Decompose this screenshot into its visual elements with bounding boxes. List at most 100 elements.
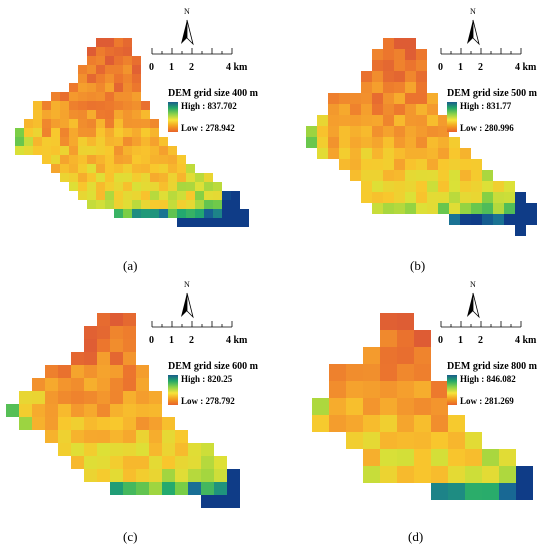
raster-cell	[471, 170, 482, 181]
raster-cell	[132, 74, 141, 83]
raster-cell	[110, 326, 123, 339]
raster-cell	[105, 164, 114, 173]
raster-cell	[60, 164, 69, 173]
raster-cell	[15, 137, 24, 146]
raster-cell	[416, 49, 427, 60]
raster-cell	[71, 443, 84, 456]
caption-d: (d)	[408, 529, 424, 544]
dem-raster	[6, 313, 240, 508]
raster-cell	[69, 155, 78, 164]
raster-cell	[372, 104, 383, 115]
raster-cell	[482, 214, 493, 225]
raster-cell	[136, 430, 149, 443]
raster-cell	[141, 164, 150, 173]
raster-cell	[132, 101, 141, 110]
raster-cell	[114, 47, 123, 56]
raster-cell	[383, 49, 394, 60]
raster-cell	[213, 200, 222, 209]
raster-cell	[162, 430, 175, 443]
raster-cell	[438, 137, 449, 148]
raster-cell	[96, 47, 105, 56]
raster-cell	[78, 137, 87, 146]
legend: DEM grid size 800 m High : 846.082 Low : 2…	[447, 361, 538, 406]
raster-cell	[51, 164, 60, 173]
raster-cell	[110, 469, 123, 482]
raster-cell	[105, 74, 114, 83]
raster-cell	[394, 49, 405, 60]
raster-cell	[110, 482, 123, 495]
raster-cell	[186, 164, 195, 173]
north-label: N	[470, 7, 476, 16]
raster-cell	[383, 38, 394, 49]
raster-cell	[449, 203, 460, 214]
raster-cell	[195, 218, 204, 227]
raster-cell	[227, 495, 240, 508]
raster-cell	[105, 155, 114, 164]
raster-cell	[499, 449, 516, 466]
raster-cell	[493, 214, 504, 225]
raster-cell	[136, 482, 149, 495]
raster-cell	[213, 182, 222, 191]
raster-cell	[397, 330, 414, 347]
raster-cell	[96, 164, 105, 173]
raster-cell	[431, 432, 448, 449]
raster-cell	[33, 101, 42, 110]
raster-cell	[414, 449, 431, 466]
panel-c: N 0 1 2 4 km DEM grid size 600 m High : 820.25…	[0, 273, 275, 546]
raster-cell	[405, 38, 416, 49]
raster-cell	[84, 443, 97, 456]
raster-cell	[96, 74, 105, 83]
raster-cell	[414, 347, 431, 364]
raster-cell	[136, 456, 149, 469]
raster-cell	[123, 326, 136, 339]
raster-cell	[438, 170, 449, 181]
raster-cell	[317, 148, 328, 159]
raster-cell	[71, 404, 84, 417]
raster-cell	[96, 92, 105, 101]
caption-c: (c)	[123, 529, 138, 544]
raster-cell	[159, 209, 168, 218]
raster-cell	[416, 148, 427, 159]
raster-cell	[177, 209, 186, 218]
raster-cell	[149, 469, 162, 482]
north-arrow-icon: N	[181, 280, 194, 319]
raster-cell	[150, 119, 159, 128]
raster-cell	[414, 398, 431, 415]
raster-cell	[213, 218, 222, 227]
raster-cell	[97, 378, 110, 391]
raster-cell	[87, 164, 96, 173]
raster-cell	[168, 191, 177, 200]
dem-raster	[15, 38, 249, 227]
raster-cell	[214, 456, 227, 469]
raster-cell	[471, 192, 482, 203]
raster-cell	[141, 146, 150, 155]
raster-cell	[110, 443, 123, 456]
raster-cell	[87, 47, 96, 56]
raster-cell	[6, 404, 19, 417]
caption-a: (a)	[123, 258, 138, 273]
raster-cell	[372, 203, 383, 214]
raster-cell	[123, 378, 136, 391]
legend: DEM grid size 600 m High : 820.25 Low : 27…	[168, 361, 259, 406]
raster-cell	[105, 119, 114, 128]
raster-cell	[110, 417, 123, 430]
raster-cell	[24, 137, 33, 146]
scale-label: 2	[189, 335, 194, 346]
raster-cell	[110, 430, 123, 443]
raster-cell	[214, 482, 227, 495]
raster-cell	[168, 200, 177, 209]
raster-cell	[33, 146, 42, 155]
raster-cell	[84, 469, 97, 482]
raster-cell	[204, 173, 213, 182]
raster-cell	[460, 214, 471, 225]
north-label: N	[470, 280, 476, 289]
raster-cell	[162, 443, 175, 456]
legend-title: DEM grid size 600 m	[168, 361, 259, 372]
scale-label: 0	[438, 62, 443, 73]
raster-cell	[380, 415, 397, 432]
legend-low: Low : 278.792	[181, 396, 235, 406]
raster-cell	[87, 65, 96, 74]
raster-cell	[84, 352, 97, 365]
legend-high: High : 820.25	[181, 374, 233, 384]
raster-cell	[97, 443, 110, 456]
